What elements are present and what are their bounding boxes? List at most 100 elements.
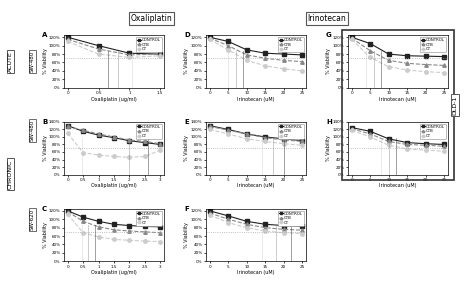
CT	[423, 148, 428, 152]
Text: B: B	[42, 119, 47, 125]
CTB	[386, 59, 392, 62]
CTB	[225, 44, 231, 47]
Text: Oxaliplatin: Oxaliplatin	[131, 14, 173, 23]
CONTROL	[127, 224, 132, 227]
Line: CONTROL: CONTROL	[350, 35, 446, 58]
CT	[300, 232, 305, 235]
CT	[300, 69, 305, 72]
CONTROL	[367, 42, 373, 45]
Line: CT: CT	[208, 128, 304, 147]
CONTROL	[157, 52, 163, 56]
CT	[207, 38, 212, 41]
CT	[263, 229, 268, 233]
CTB	[441, 64, 447, 67]
CT	[441, 71, 447, 74]
X-axis label: Irinotecan (uM): Irinotecan (uM)	[237, 270, 275, 275]
Y-axis label: % Viability: % Viability	[43, 135, 47, 161]
Y-axis label: % Viability: % Viability	[327, 49, 331, 74]
CTB	[96, 132, 101, 136]
CTB	[367, 49, 373, 52]
CONTROL	[96, 133, 101, 137]
CONTROL	[142, 141, 148, 144]
CT	[111, 238, 117, 241]
CT	[367, 56, 373, 59]
CONTROL	[367, 130, 373, 133]
Text: SW-480: SW-480	[30, 51, 35, 72]
CT	[96, 153, 101, 157]
CTB	[111, 135, 117, 139]
CTB	[127, 138, 132, 142]
CT	[157, 240, 163, 243]
CT	[96, 235, 101, 239]
CT	[349, 128, 355, 132]
Text: Irinotecan: Irinotecan	[308, 14, 346, 23]
Legend: CONTROL, CTB, CT: CONTROL, CTB, CT	[136, 211, 162, 226]
Line: CTB: CTB	[208, 125, 304, 143]
Line: CONTROL: CONTROL	[66, 124, 162, 146]
Line: CONTROL: CONTROL	[208, 209, 304, 228]
CONTROL	[96, 220, 101, 223]
CONTROL	[300, 139, 305, 142]
CONTROL	[263, 51, 268, 55]
Line: CT: CT	[66, 212, 162, 243]
Text: H: H	[326, 119, 332, 125]
Line: CONTROL: CONTROL	[66, 209, 162, 228]
CTB	[96, 47, 101, 51]
CONTROL	[281, 52, 287, 56]
Y-axis label: % Viability: % Viability	[184, 135, 190, 161]
CTB	[404, 62, 410, 65]
CONTROL	[157, 225, 163, 228]
CTB	[207, 125, 212, 128]
CTB	[225, 217, 231, 221]
CT	[225, 48, 231, 51]
Y-axis label: % Viability: % Viability	[184, 49, 190, 74]
CTB	[207, 36, 212, 40]
X-axis label: Oxaliplatin (ug/ml): Oxaliplatin (ug/ml)	[91, 183, 137, 188]
Line: CT: CT	[350, 38, 446, 74]
CTB	[281, 59, 287, 62]
Text: D: D	[184, 32, 190, 38]
Legend: CONTROL, CTB, CT: CONTROL, CTB, CT	[136, 124, 162, 139]
CT	[96, 52, 101, 56]
Text: G: G	[326, 32, 332, 38]
CTB	[244, 223, 249, 226]
Legend: CONTROL, CTB, CT: CONTROL, CTB, CT	[278, 37, 304, 52]
Line: CT: CT	[208, 213, 304, 235]
CTB	[300, 60, 305, 63]
CT	[300, 144, 305, 147]
Text: SW-480: SW-480	[30, 120, 35, 141]
CONTROL	[65, 209, 71, 212]
Legend: CONTROL, CTB, CT: CONTROL, CTB, CT	[419, 37, 446, 52]
CTB	[142, 140, 148, 143]
CT	[225, 221, 231, 224]
X-axis label: Irinotecan (uM): Irinotecan (uM)	[379, 97, 417, 102]
CTB	[65, 125, 71, 128]
Legend: CONTROL, CTB, CT: CONTROL, CTB, CT	[136, 37, 162, 52]
Legend: CONTROL, CTB, CT: CONTROL, CTB, CT	[278, 124, 304, 139]
CT	[404, 68, 410, 72]
CT	[404, 147, 410, 151]
CTB	[244, 132, 249, 136]
CONTROL	[157, 143, 163, 146]
Line: CT: CT	[208, 38, 304, 72]
CTB	[367, 132, 373, 136]
CONTROL	[96, 44, 101, 47]
CT	[441, 149, 447, 153]
CONTROL	[225, 40, 231, 43]
CONTROL	[404, 141, 410, 144]
Line: CTB: CTB	[208, 36, 304, 64]
CONTROL	[127, 51, 132, 55]
Line: CT: CT	[350, 128, 446, 153]
CONTROL	[244, 220, 249, 223]
Text: E: E	[184, 119, 189, 125]
CT	[157, 148, 163, 152]
CTB	[225, 128, 231, 132]
CTB	[157, 52, 163, 56]
Line: CONTROL: CONTROL	[66, 35, 162, 56]
X-axis label: Irinotecan (uM): Irinotecan (uM)	[379, 183, 417, 188]
Line: CTB: CTB	[208, 211, 304, 232]
CT	[207, 128, 212, 131]
CTB	[263, 136, 268, 139]
CONTROL	[423, 142, 428, 145]
CONTROL	[281, 137, 287, 140]
